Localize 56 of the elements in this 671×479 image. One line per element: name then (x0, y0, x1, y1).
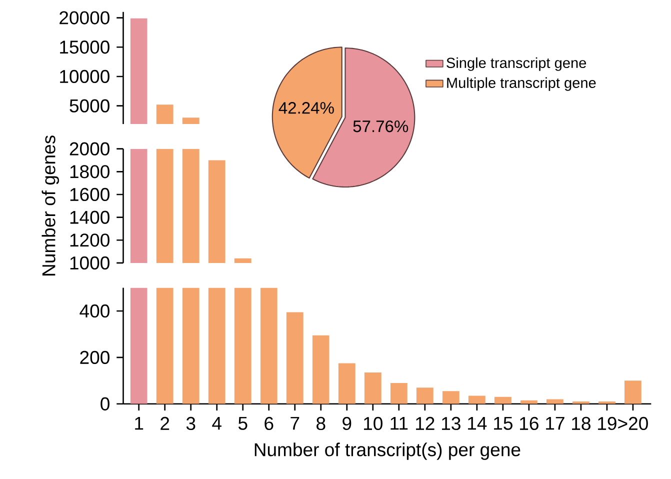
x-tick-label: 6 (264, 416, 274, 430)
x-tick-label: 13 (442, 416, 460, 430)
y-tick-label: 5000 (70, 99, 110, 112)
legend-label: Multiple transcript gene (447, 77, 596, 91)
y-tick-label: 200 (80, 350, 110, 364)
x-tick-label: 10 (364, 416, 382, 430)
y-tick-label: 10000 (60, 70, 110, 83)
x-tick-label: 11 (390, 416, 408, 430)
x-tick-label: 16 (520, 416, 538, 430)
x-tick-label: 14 (468, 416, 487, 430)
bar (182, 288, 200, 404)
bar (546, 399, 564, 404)
x-tick-label: 8 (316, 416, 326, 430)
bar (156, 288, 174, 404)
y-tick-label: 1600 (70, 188, 110, 201)
y-tick-label: 1400 (70, 210, 110, 224)
y-tick-label: 1000 (70, 256, 110, 270)
x-tick-label: 18 (572, 416, 590, 430)
x-axis-title: Number of transcript(s) per gene (254, 442, 520, 460)
x-tick-label: 15 (494, 416, 512, 430)
bar (234, 288, 252, 404)
data-label: 42.24% (278, 102, 334, 114)
bar (468, 396, 486, 404)
y-axis-title: Number of genes (42, 135, 60, 276)
y-tick-label: 1800 (70, 164, 110, 178)
x-tick-label: 2 (160, 416, 170, 430)
y-tick-label: 2000 (70, 142, 110, 156)
x-tick-label: 12 (416, 416, 434, 430)
x-tick-label: 5 (238, 416, 248, 430)
x-tick-label: 19 (598, 416, 616, 430)
data-label: 57.76% (353, 120, 408, 132)
bar (260, 288, 278, 404)
y-tick-label: 15000 (60, 40, 110, 54)
x-tick-label: 4 (212, 416, 222, 430)
x-tick-label: >20 (618, 416, 648, 430)
x-tick-label: 1 (135, 416, 144, 430)
bar (416, 387, 434, 404)
bar (338, 363, 356, 404)
x-tick-label: 7 (290, 416, 300, 430)
bar (624, 380, 642, 404)
x-tick-label: 3 (186, 416, 196, 430)
bar (494, 396, 512, 404)
bar (390, 382, 408, 404)
bar (364, 372, 382, 404)
bar (208, 288, 226, 404)
bar (130, 288, 148, 404)
x-tick-label: 9 (342, 416, 352, 430)
y-tick-label: 1200 (70, 233, 110, 247)
legend-label: Single transcript gene (446, 57, 586, 71)
x-tick-label: 17 (546, 416, 564, 430)
bar (286, 312, 304, 404)
y-tick-label: 0 (100, 397, 110, 410)
y-tick-label: 20000 (60, 11, 110, 24)
bar (442, 390, 460, 404)
y-tick-label: 400 (80, 304, 110, 318)
bar (312, 335, 330, 404)
